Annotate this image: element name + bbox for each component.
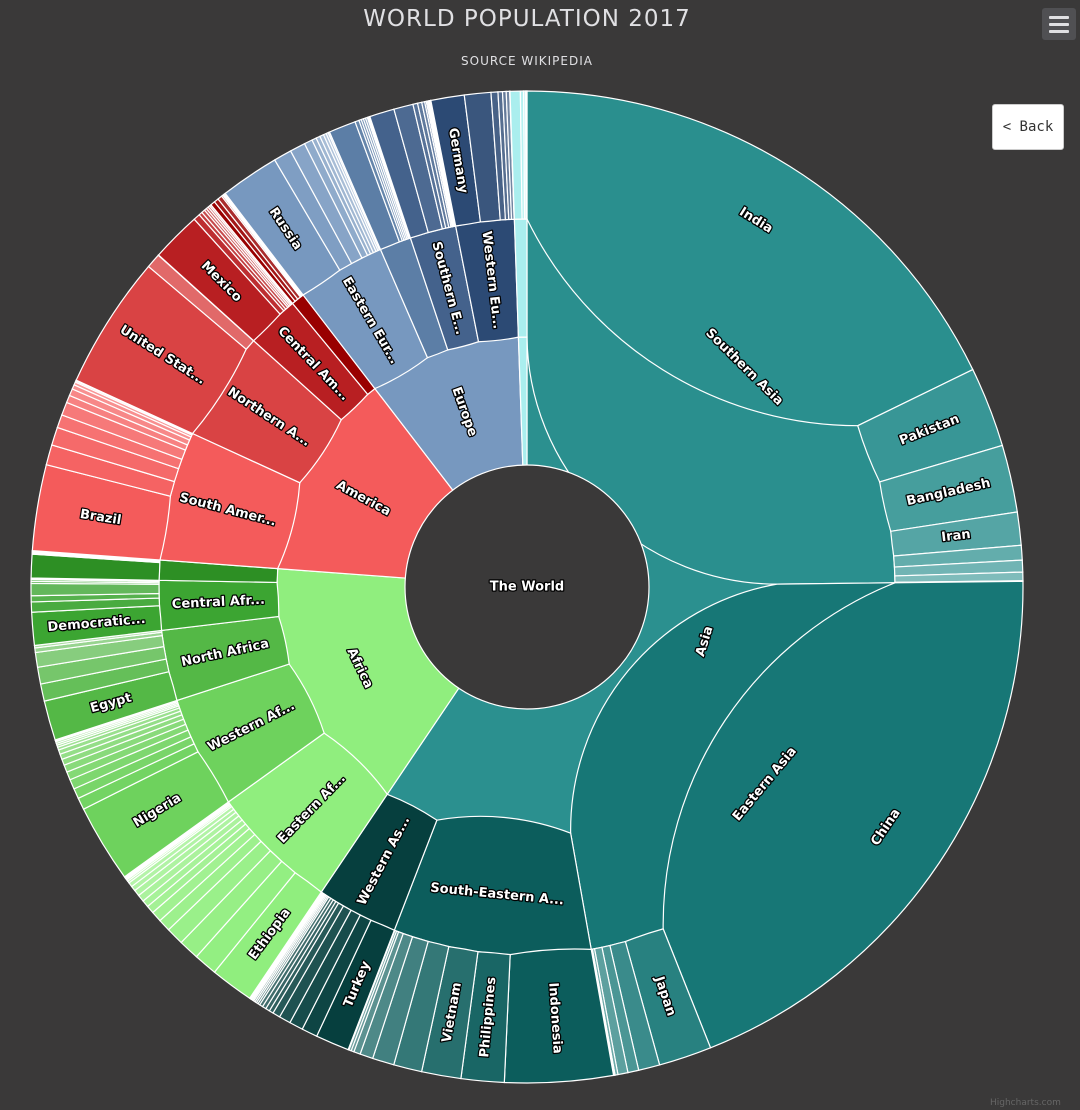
- country-unnamed[interactable]: [525, 90, 528, 220]
- menu-bar: [1049, 29, 1069, 33]
- country-unnamed[interactable]: [30, 582, 160, 597]
- menu-bar: [1049, 22, 1069, 26]
- subregion-label-middle-africa: Central Afr...: [172, 593, 266, 613]
- menu-bar: [1049, 15, 1069, 19]
- country-label-indonesia: Indonesia: [545, 982, 565, 1054]
- chart-subtitle: SOURCE WIKIPEDIA: [461, 54, 593, 68]
- back-button[interactable]: < Back: [992, 104, 1064, 150]
- sunburst-center[interactable]: [404, 464, 650, 710]
- country-label-iran: Iran: [941, 527, 972, 545]
- chart-title: WORLD POPULATION 2017: [363, 6, 691, 32]
- center-label: The World: [490, 580, 564, 595]
- hamburger-menu-icon[interactable]: [1042, 8, 1076, 40]
- credits-link[interactable]: Highcharts.com: [990, 1098, 1061, 1108]
- country-china[interactable]: [662, 580, 1024, 1049]
